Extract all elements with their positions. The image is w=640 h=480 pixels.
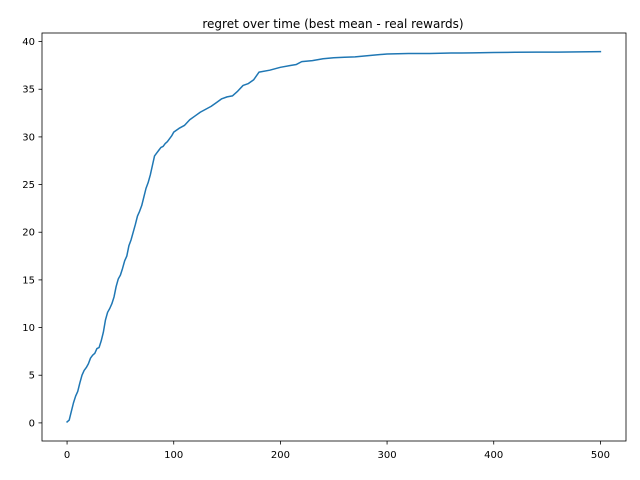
y-tick-label: 35 [22,85,35,96]
x-axis: 0 100 200 300 400 500 [64,441,610,461]
x-tick-label: 0 [64,450,70,461]
x-tick-label: 100 [164,450,183,461]
x-tick-label: 200 [271,450,290,461]
x-tick-label: 500 [591,450,610,461]
y-tick-label: 10 [22,323,35,334]
y-tick-label: 0 [29,418,35,429]
y-tick-label: 15 [22,275,35,286]
y-tick-label: 25 [22,180,35,191]
series-layer [66,50,602,423]
x-tick-label: 400 [484,450,503,461]
y-axis: 0 5 10 15 20 25 30 35 40 [22,37,42,429]
y-tick-label: 5 [29,371,35,382]
chart-title: regret over time (best mean - real rewar… [202,17,463,31]
y-tick-label: 40 [22,37,35,48]
x-tick-label: 300 [378,450,397,461]
series-line [66,50,602,423]
plot-area-frame [41,32,627,442]
y-tick-label: 20 [22,228,35,239]
y-tick-label: 30 [22,132,35,143]
